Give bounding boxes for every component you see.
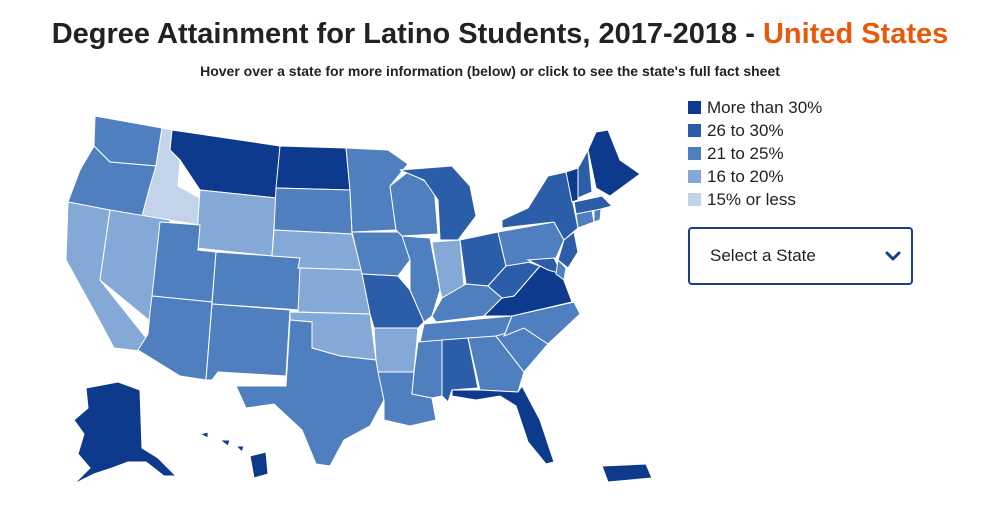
page-subtitle: Hover over a state for more information … [200,63,780,79]
state-tx[interactable] [235,319,385,467]
legend-label: More than 30% [707,97,823,117]
page-title: Degree Attainment for Latino Students, 2… [0,18,1000,51]
state-hi[interactable] [198,431,269,479]
legend-swatch [688,124,701,137]
state-nm[interactable] [205,303,291,381]
state-nd[interactable] [275,145,351,191]
state-nj[interactable] [557,231,579,269]
state-mt[interactable] [169,129,281,199]
state-co[interactable] [211,251,303,311]
state-vt[interactable] [565,167,579,203]
legend-item: 21 to 25% [688,142,822,165]
state-select-label: Select a State [710,246,816,265]
legend-label: 15% or less [707,189,796,209]
legend-item: 16 to 20% [688,165,822,188]
state-select[interactable]: Select a State [688,227,913,285]
state-ia[interactable] [351,231,411,277]
state-sd[interactable] [273,187,353,235]
state-ks[interactable] [297,267,371,315]
state-ar[interactable] [373,327,419,373]
chevron-down-icon [885,251,901,261]
legend-item: More than 30% [688,96,822,119]
state-fl[interactable] [451,385,555,465]
state-nh[interactable] [577,148,593,199]
state-wy[interactable] [195,189,277,257]
legend-swatch [688,101,701,114]
legend-item: 15% or less [688,188,822,211]
state-il[interactable] [401,235,441,323]
state-pr[interactable] [601,463,653,483]
legend-swatch [688,147,701,160]
state-ak[interactable] [73,381,178,485]
legend-swatch [688,170,701,183]
state-ma[interactable] [573,195,613,215]
us-map [40,90,680,510]
state-ny[interactable] [501,171,579,241]
state-me[interactable] [587,129,641,197]
state-de[interactable] [555,258,567,281]
title-main: Degree Attainment for Latino Students, 2… [51,18,763,50]
state-ri[interactable] [593,208,602,223]
state-mo[interactable] [361,273,425,329]
us-map-svg [65,115,653,485]
legend-swatch [688,193,701,206]
legend: More than 30% 26 to 30% 21 to 25% 16 to … [688,96,822,211]
state-ga[interactable] [467,335,525,393]
state-pa[interactable] [497,221,565,267]
title-place: United States [762,18,949,50]
legend-label: 21 to 25% [707,143,784,163]
legend-item: 26 to 30% [688,119,822,142]
legend-label: 26 to 30% [707,120,784,140]
legend-label: 16 to 20% [707,166,784,186]
